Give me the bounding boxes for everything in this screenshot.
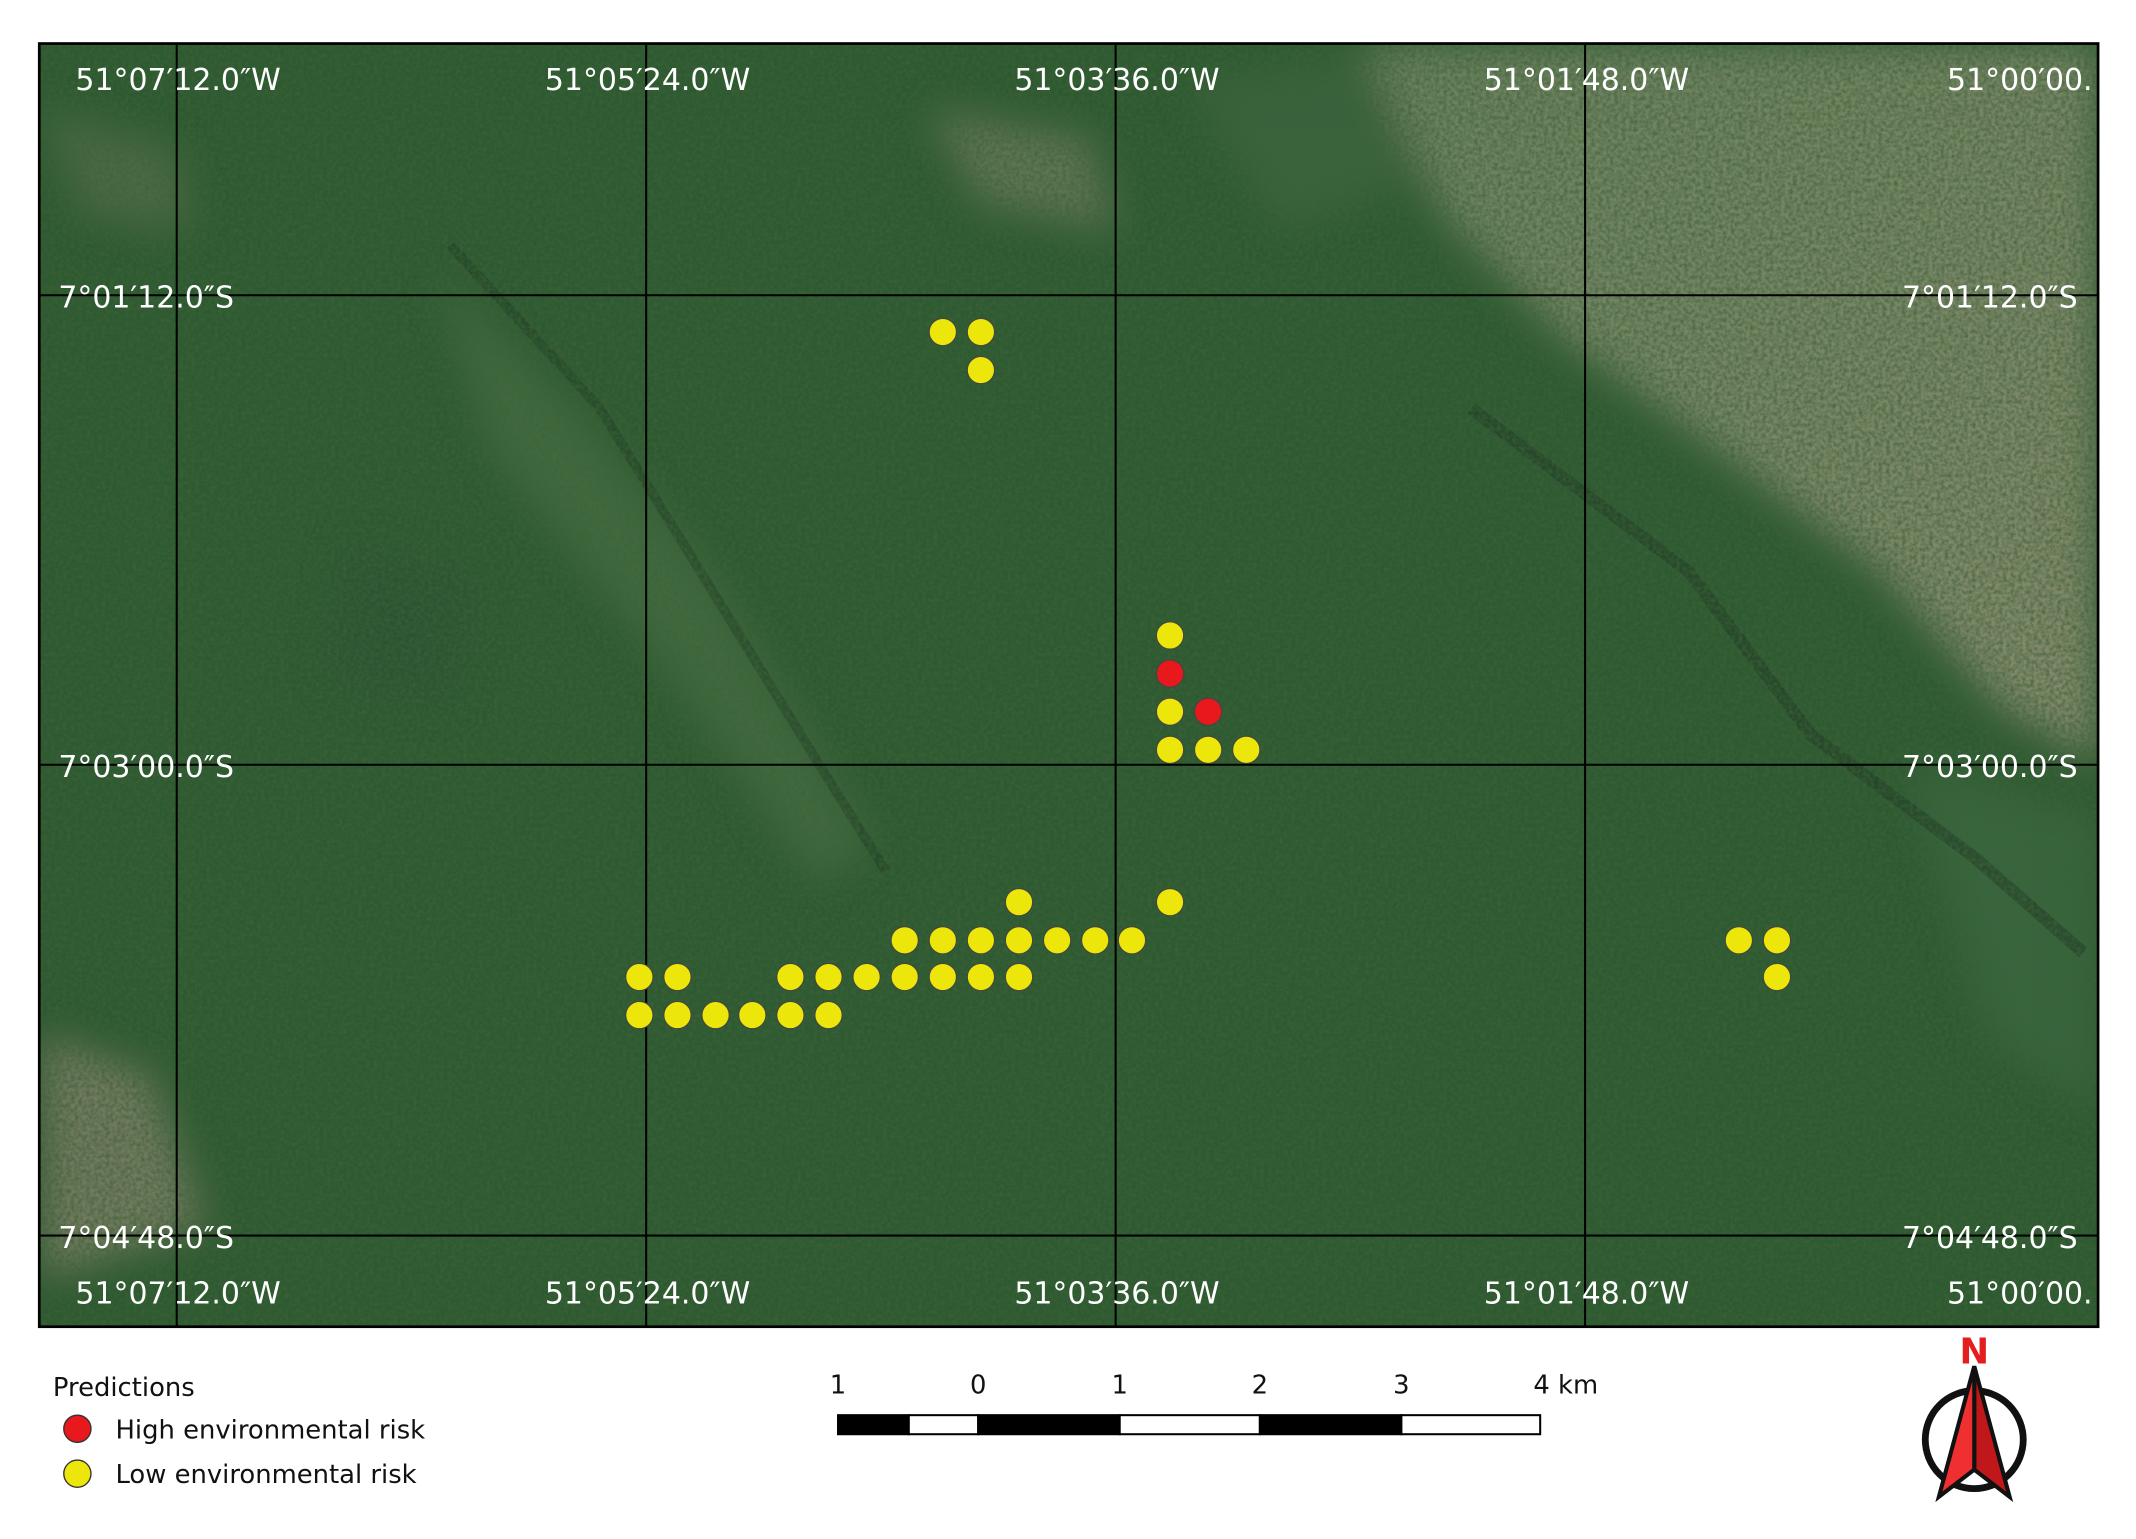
- legend-label: Low environmental risk: [115, 1460, 416, 1490]
- scale-label: 2: [1252, 1370, 1268, 1400]
- lon-label: 51°01′48.0″W: [1484, 63, 1689, 98]
- low-risk-point: [1042, 926, 1072, 955]
- scale-segment: [907, 1414, 980, 1436]
- scale-label: 0: [970, 1370, 986, 1400]
- low-risk-point: [1724, 926, 1753, 955]
- low-risk-point: [625, 1000, 654, 1030]
- lon-label: 51°05′24.0″W: [545, 63, 750, 98]
- lon-label: 51°00′00.: [1947, 1277, 2093, 1312]
- low-risk-point: [890, 962, 919, 992]
- low-risk-point: [663, 962, 692, 992]
- low-risk-point: [814, 962, 843, 992]
- scale-segment: [977, 1414, 1121, 1436]
- scale-segment: [1258, 1414, 1403, 1436]
- low-risk-point: [966, 355, 996, 385]
- scale-label: 1: [830, 1370, 846, 1400]
- low-risk-point: [928, 962, 957, 992]
- arrow-right: [1972, 1365, 2014, 1503]
- scale-segment: [1400, 1414, 1542, 1436]
- low-risk-point: [890, 926, 919, 955]
- scale-label: 3: [1393, 1370, 1409, 1400]
- low-risk-point: [966, 926, 996, 955]
- map-frame: [37, 42, 2100, 1329]
- low-risk-point: [1232, 735, 1261, 764]
- lat-label: 7°01′12.0″S: [58, 281, 234, 316]
- scale-labels: 1 0 1 2 3 4 km: [830, 1370, 1598, 1400]
- legend-swatch: [63, 1414, 92, 1444]
- scale-bar: [837, 1414, 1542, 1436]
- low-risk-point: [776, 962, 805, 992]
- low-risk-point: [928, 926, 957, 955]
- low-risk-point: [852, 962, 881, 992]
- high-risk-point: [1155, 659, 1185, 688]
- low-risk-point: [1155, 888, 1185, 917]
- legend-swatch: [63, 1459, 92, 1488]
- lat-label: 7°03′00.0″S: [58, 750, 234, 785]
- legend: Predictions High environmental risk Low …: [53, 1373, 425, 1490]
- north-label: N: [1959, 1331, 1989, 1372]
- low-risk-point: [1762, 926, 1792, 955]
- lon-label: 51°03′36.0″W: [1014, 1277, 1219, 1312]
- lat-label: 7°03′00.0″S: [1902, 750, 2078, 785]
- scale-label: 4 km: [1533, 1370, 1598, 1400]
- coordinate-labels: 51°07′12.0″W 51°05′24.0″W 51°03′36.0″W 5…: [58, 63, 2092, 1312]
- lon-label: 51°07′12.0″W: [75, 63, 280, 98]
- low-risk-point: [776, 1000, 805, 1030]
- lon-label: 51°07′12.0″W: [75, 1277, 280, 1312]
- lon-label: 51°03′36.0″W: [1014, 63, 1219, 98]
- satellite-image: [39, 43, 2099, 1327]
- low-risk-point: [966, 317, 996, 347]
- low-risk-point: [1004, 962, 1034, 992]
- scale-segment: [1118, 1414, 1261, 1436]
- scale-segment: [837, 1414, 910, 1436]
- lon-label: 51°05′24.0″W: [545, 1277, 750, 1312]
- legend-title: Predictions: [53, 1373, 195, 1403]
- graticule: [39, 43, 2099, 1327]
- low-risk-point: [1117, 926, 1147, 955]
- lon-label: 51°01′48.0″W: [1484, 1277, 1689, 1312]
- low-risk-point: [1155, 735, 1185, 764]
- lat-label: 7°04′48.0″S: [1902, 1221, 2078, 1256]
- low-risk-point: [1155, 621, 1185, 650]
- lon-label: 51°00′00.: [1947, 63, 2093, 98]
- low-risk-point: [1155, 697, 1185, 726]
- low-risk-point: [1004, 888, 1034, 917]
- low-risk-point: [1194, 735, 1223, 764]
- lat-label: 7°04′48.0″S: [58, 1221, 234, 1256]
- scale-label: 1: [1111, 1370, 1127, 1400]
- low-risk-point: [663, 1000, 692, 1030]
- low-risk-point: [625, 962, 654, 992]
- low-risk-point: [814, 1000, 843, 1030]
- low-risk-point: [738, 1000, 767, 1030]
- low-risk-point: [1762, 962, 1792, 992]
- lat-label: 7°01′12.0″S: [1902, 281, 2078, 316]
- low-risk-point: [701, 1000, 730, 1030]
- arrow-left: [1935, 1365, 1977, 1503]
- low-risk-point: [928, 317, 957, 347]
- legend-label: High environmental risk: [115, 1415, 425, 1445]
- prediction-points: [625, 317, 1792, 1030]
- high-risk-point: [1194, 697, 1223, 726]
- north-arrow: N: [1921, 1331, 2027, 1503]
- low-risk-point: [1004, 926, 1034, 955]
- low-risk-point: [1081, 926, 1110, 955]
- low-risk-point: [966, 962, 996, 992]
